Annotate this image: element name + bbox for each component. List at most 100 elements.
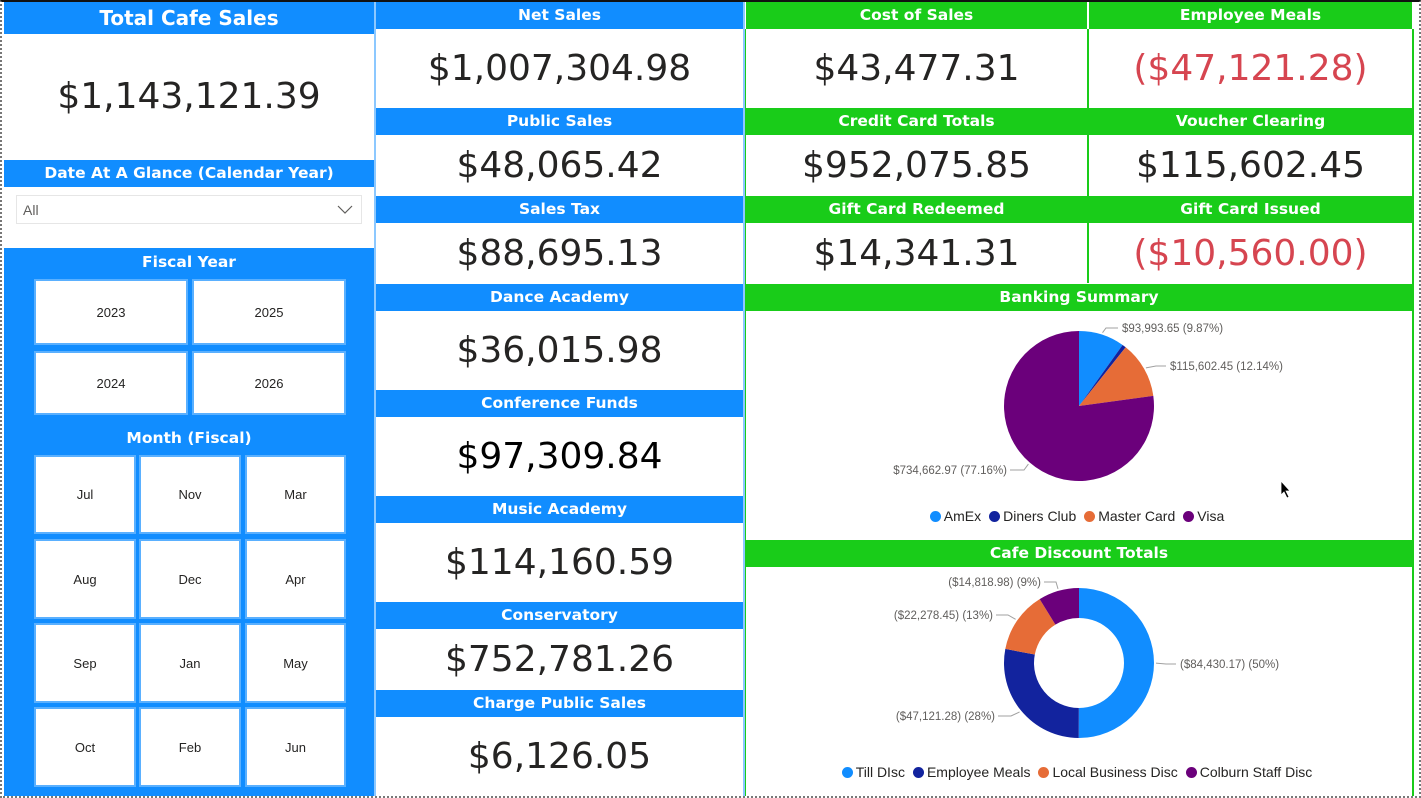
leader-line — [1145, 365, 1166, 369]
legend-label: Master Card — [1098, 508, 1176, 524]
conference-funds-value: $97,309.84 — [376, 417, 743, 495]
column-divider — [1087, 29, 1089, 283]
cost-of-sales-title: Cost of Sales — [746, 2, 1087, 29]
month-tile[interactable]: Oct — [34, 707, 136, 787]
leader-line — [1044, 581, 1059, 590]
charge-public-sales-value: $6,126.05 — [376, 717, 743, 796]
legend-item[interactable]: Colburn Staff Disc — [1185, 764, 1313, 780]
column-divider — [1412, 29, 1414, 796]
gift-card-redeemed-value: $14,341.31 — [746, 223, 1087, 283]
voucher-clearing-value: $115,602.45 — [1089, 135, 1412, 195]
legend-item[interactable]: AmEx — [929, 508, 982, 524]
legend-item[interactable]: Diners Club — [989, 508, 1076, 524]
month-tile[interactable]: Aug — [34, 539, 136, 619]
conference-funds-title: Conference Funds — [376, 390, 743, 417]
slice-local-business-disc[interactable] — [1005, 599, 1056, 655]
slice-employee-meals[interactable] — [1004, 648, 1079, 738]
credit-card-totals-value: $952,075.85 — [746, 135, 1087, 195]
cafe-discount-legend: Till DIsc Employee Meals Local Business Di… — [746, 764, 1412, 780]
cafe-discount-donut: ($84,430.17) (50%) ($47,121.28) (28%) ($22… — [894, 577, 1279, 738]
mouse-cursor-icon — [1280, 479, 1292, 504]
legend-item[interactable]: Till DIsc — [841, 764, 905, 780]
fiscal-year-title: Fiscal Year — [142, 253, 236, 271]
legend-label: Diners Club — [1003, 508, 1077, 524]
legend-dot-icon — [989, 510, 1001, 522]
employee-meals-value: ($47,121.28) — [1089, 29, 1412, 107]
gift-card-issued-value: ($10,560.00) — [1089, 223, 1412, 283]
month-tile[interactable]: May — [245, 623, 346, 703]
month-tile[interactable]: Sep — [34, 623, 136, 703]
date-at-a-glance-title: Date At A Glance (Calendar Year) — [4, 160, 374, 187]
data-label: ($47,121.28) (28%) — [896, 711, 995, 723]
legend-item[interactable]: Local Business Disc — [1038, 764, 1178, 780]
month-tile[interactable]: Apr — [245, 539, 346, 619]
month-tile[interactable]: Jul — [34, 455, 136, 534]
sales-tax-title: Sales Tax — [376, 196, 743, 223]
slice-colburn-staff-disc[interactable] — [1039, 588, 1079, 625]
fiscal-year-tile[interactable]: 2026 — [192, 351, 346, 415]
month-tile[interactable]: Mar — [245, 455, 346, 534]
legend-dot-icon — [912, 766, 924, 778]
sales-tax-value: $88,695.13 — [376, 223, 743, 283]
legend-label: AmEx — [943, 508, 982, 524]
leader-line — [996, 614, 1016, 620]
leader-line — [1155, 662, 1176, 665]
legend-dot-icon — [841, 766, 853, 778]
legend-dot-icon — [1183, 510, 1195, 522]
data-label: ($22,278.45) (13%) — [894, 610, 993, 622]
date-dropdown[interactable]: All — [16, 195, 362, 224]
employee-meals-title: Employee Meals — [1089, 2, 1412, 29]
legend-label: Till DIsc — [855, 764, 905, 780]
slice-till-disc[interactable] — [1078, 588, 1154, 738]
slice-amex[interactable] — [1079, 331, 1123, 406]
date-dropdown-value: All — [23, 201, 39, 218]
slice-master-card[interactable] — [1079, 347, 1154, 406]
legend-label: Visa — [1197, 508, 1225, 524]
conservatory-title: Conservatory — [376, 602, 743, 629]
legend-item[interactable]: Employee Meals — [912, 764, 1030, 780]
month-tile[interactable]: Jun — [245, 707, 346, 787]
conservatory-value: $752,781.26 — [376, 629, 743, 689]
data-label: $734,662.97 (77.16%) — [893, 465, 1007, 477]
data-label: $93,993.65 (9.87%) — [1122, 323, 1223, 335]
slice-visa[interactable] — [1004, 331, 1154, 481]
legend-label: Colburn Staff Disc — [1199, 764, 1313, 780]
fiscal-year-tile[interactable]: 2024 — [34, 351, 188, 415]
charge-public-sales-title: Charge Public Sales — [376, 690, 743, 717]
dance-academy-value: $36,015.98 — [376, 311, 743, 389]
public-sales-value: $48,065.42 — [376, 135, 743, 195]
column-divider — [374, 2, 376, 796]
legend-item[interactable]: Visa — [1183, 508, 1224, 524]
month-tile[interactable]: Nov — [139, 455, 241, 534]
chevron-down-icon — [337, 202, 353, 219]
total-cafe-sales-title: Total Cafe Sales — [4, 2, 374, 34]
legend-dot-icon — [929, 510, 941, 522]
gift-card-issued-title: Gift Card Issued — [1089, 196, 1412, 223]
music-academy-title: Music Academy — [376, 496, 743, 523]
public-sales-title: Public Sales — [376, 108, 743, 135]
month-tile[interactable]: Feb — [139, 707, 241, 787]
banking-summary-legend: AmEx Diners Club Master Card Visa — [746, 508, 1412, 524]
banking-summary-pie: $93,993.65 (9.87%) $115,602.45 (12.14%) $7… — [893, 323, 1283, 481]
month-tile[interactable]: Jan — [139, 623, 241, 703]
month-fiscal-title: Month (Fiscal) — [126, 429, 252, 447]
column-divider — [743, 2, 745, 796]
legend-dot-icon — [1038, 766, 1050, 778]
legend-label: Local Business Disc — [1052, 764, 1178, 780]
legend-item[interactable]: Master Card — [1084, 508, 1175, 524]
fiscal-year-tile[interactable]: 2023 — [34, 279, 188, 345]
fiscal-year-tile[interactable]: 2025 — [192, 279, 346, 345]
data-label: ($14,818.98) (9%) — [948, 577, 1041, 589]
data-label: $115,602.45 (12.14%) — [1170, 361, 1283, 373]
slice-diners-club[interactable] — [1079, 344, 1126, 406]
voucher-clearing-title: Voucher Clearing — [1089, 108, 1412, 135]
legend-dot-icon — [1084, 510, 1096, 522]
net-sales-value: $1,007,304.98 — [376, 29, 743, 107]
total-cafe-sales-value: $1,143,121.39 — [4, 34, 374, 159]
data-label: ($84,430.17) (50%) — [1180, 659, 1279, 671]
music-academy-value: $114,160.59 — [376, 523, 743, 601]
column-divider — [745, 29, 746, 796]
net-sales-title: Net Sales — [376, 2, 743, 29]
month-tile[interactable]: Dec — [139, 539, 241, 619]
